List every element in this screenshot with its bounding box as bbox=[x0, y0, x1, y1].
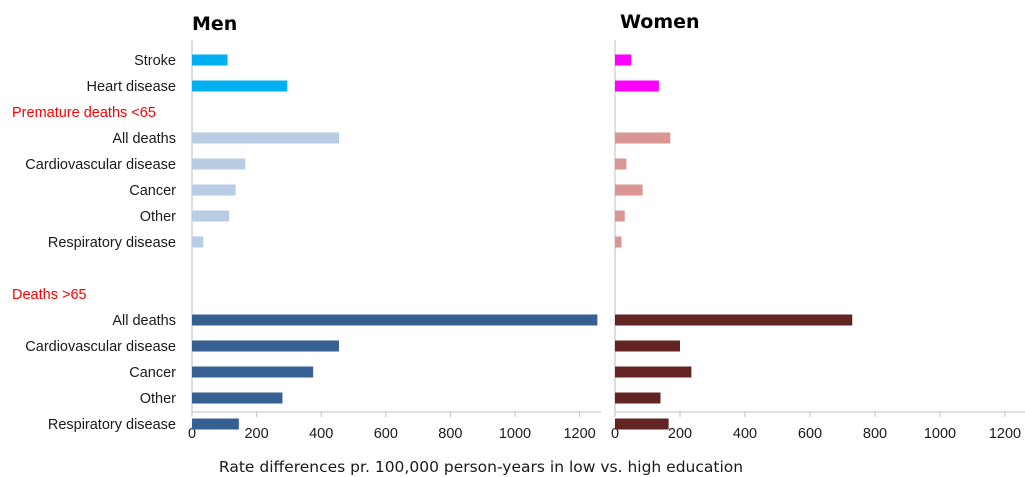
category-label: Cancer bbox=[129, 365, 176, 381]
panel-women: 0 200 400 600 800 1000 1200 bbox=[611, 40, 1025, 442]
category-label: All deaths bbox=[112, 131, 176, 147]
category-label: Cardiovascular disease bbox=[25, 339, 176, 355]
x-tick-label: 600 bbox=[374, 426, 398, 442]
x-tick-label: 0 bbox=[611, 426, 619, 442]
bar bbox=[192, 314, 598, 326]
bar bbox=[192, 210, 230, 222]
bar bbox=[192, 132, 339, 144]
category-label: Respiratory disease bbox=[48, 417, 176, 433]
bar bbox=[615, 366, 692, 378]
category-label: Other bbox=[140, 209, 176, 225]
x-tick-label: 400 bbox=[733, 426, 757, 442]
category-label: Heart disease bbox=[87, 79, 176, 95]
bar bbox=[615, 340, 680, 352]
bar bbox=[192, 158, 246, 170]
x-tick-label: 800 bbox=[438, 426, 462, 442]
x-tick-label: 1200 bbox=[989, 426, 1021, 442]
x-tick-label: 400 bbox=[309, 426, 333, 442]
bar bbox=[192, 184, 236, 196]
x-tick-label: 600 bbox=[798, 426, 822, 442]
category-label: Stroke bbox=[134, 53, 176, 69]
category-label: Respiratory disease bbox=[48, 235, 176, 251]
bar bbox=[192, 392, 283, 404]
group-label: Deaths >65 bbox=[12, 287, 87, 303]
x-tick-label: 200 bbox=[244, 426, 268, 442]
x-tick-label: 1000 bbox=[924, 426, 956, 442]
x-tick-label: 1000 bbox=[499, 426, 531, 442]
bar bbox=[615, 236, 622, 248]
bar bbox=[615, 80, 659, 92]
category-label: All deaths bbox=[112, 313, 176, 329]
group-label: Premature deaths <65 bbox=[12, 105, 156, 121]
bar bbox=[615, 184, 643, 196]
x-tick-label: 0 bbox=[188, 426, 196, 442]
panel-men: 0 200 400 600 800 1000 1200 bbox=[188, 40, 602, 442]
bar bbox=[192, 236, 204, 248]
row-labels: Stroke Heart disease Premature deaths <65 A… bbox=[12, 53, 176, 433]
category-label: Cardiovascular disease bbox=[25, 157, 176, 173]
bar bbox=[615, 392, 661, 404]
bar bbox=[615, 314, 853, 326]
x-tick-label: 200 bbox=[668, 426, 692, 442]
bar bbox=[615, 210, 625, 222]
x-tick-label: 1200 bbox=[563, 426, 595, 442]
bar bbox=[192, 340, 339, 352]
panel-title-women: Women bbox=[620, 11, 700, 33]
panel-title-men: Men bbox=[192, 13, 237, 35]
bar bbox=[615, 54, 632, 66]
x-tick-label: 800 bbox=[863, 426, 887, 442]
x-axis-label: Rate differences pr. 100,000 person-year… bbox=[219, 458, 743, 476]
category-label: Other bbox=[140, 391, 176, 407]
bar bbox=[192, 366, 314, 378]
category-label: Cancer bbox=[129, 183, 176, 199]
bar bbox=[192, 80, 288, 92]
bar bbox=[192, 54, 228, 66]
bar bbox=[192, 418, 239, 430]
bar bbox=[615, 158, 627, 170]
bar bbox=[615, 418, 669, 430]
bar bbox=[615, 132, 671, 144]
